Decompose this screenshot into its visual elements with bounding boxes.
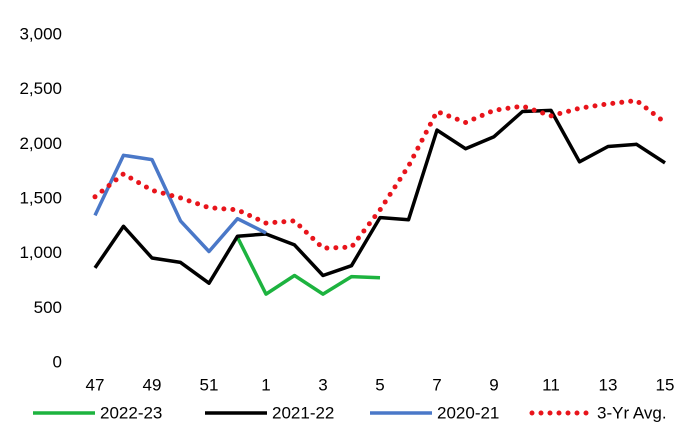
x-tick-label: 7 xyxy=(432,375,441,394)
x-tick-label: 9 xyxy=(489,375,498,394)
y-tick-label: 3,000 xyxy=(19,24,62,43)
x-tick-label: 5 xyxy=(375,375,384,394)
x-tick-label: 3 xyxy=(318,375,327,394)
legend-label: 2022-23 xyxy=(100,403,162,422)
legend-label: 2020-21 xyxy=(437,403,499,422)
x-tick-label: 13 xyxy=(599,375,618,394)
y-tick-label: 1,000 xyxy=(19,243,62,262)
legend-label: 2021-22 xyxy=(272,403,334,422)
legend-label: 3-Yr Avg. xyxy=(597,403,667,422)
y-tick-label: 500 xyxy=(34,298,62,317)
x-tick-label: 1 xyxy=(261,375,270,394)
x-tick-label: 47 xyxy=(86,375,105,394)
series-line xyxy=(92,98,668,251)
y-tick-label: 0 xyxy=(53,352,62,371)
x-tick-label: 11 xyxy=(542,375,560,394)
series-line xyxy=(93,108,666,285)
x-tick-label: 51 xyxy=(200,375,219,394)
x-tick-label: 15 xyxy=(656,375,675,394)
series-line xyxy=(93,153,267,254)
y-tick-label: 1,500 xyxy=(19,188,62,207)
y-tick-label: 2,500 xyxy=(19,79,62,98)
y-tick-label: 2,000 xyxy=(19,134,62,153)
x-tick-label: 49 xyxy=(143,375,162,394)
series-line xyxy=(235,236,381,296)
